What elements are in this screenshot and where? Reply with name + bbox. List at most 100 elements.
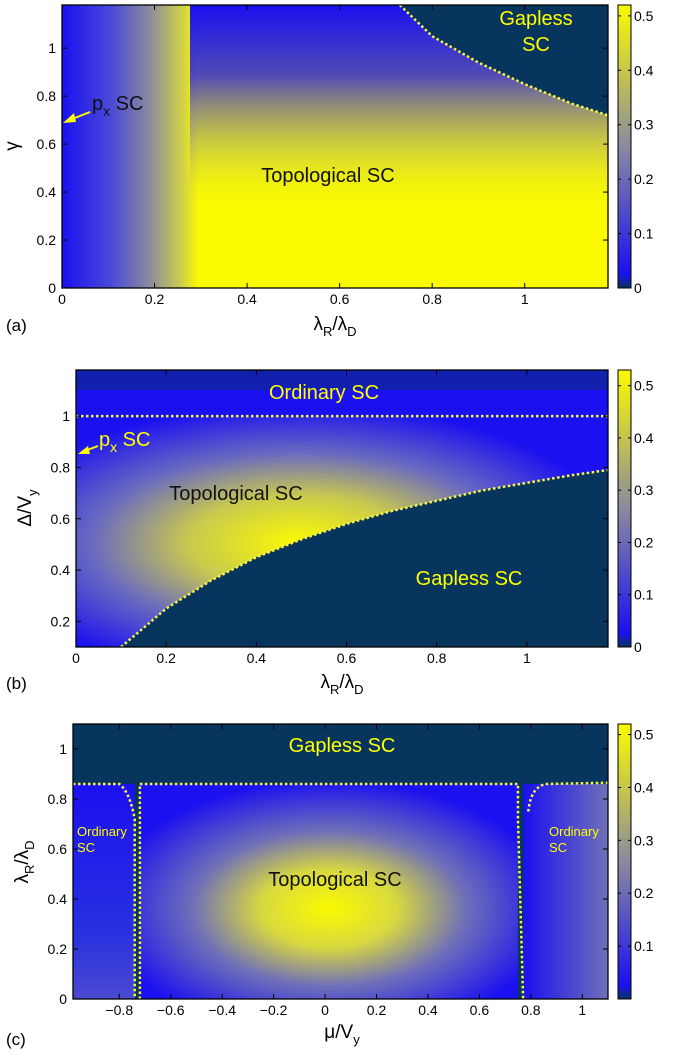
y-tick-label: 0.4 [37, 184, 57, 200]
y-tick-label: 1 [48, 40, 56, 56]
px-p: p [92, 93, 103, 115]
y-tick-label: 0.2 [51, 613, 71, 629]
colorbar-tick-label: 0 [634, 280, 642, 296]
colorbar-tick-label: 0.1 [634, 938, 654, 954]
y-tick-label: 0.6 [48, 841, 68, 857]
y-tick-label: 1 [62, 408, 70, 424]
colorbar-tick-label: 0.4 [634, 779, 654, 795]
colorbar-tick-label: 0.5 [634, 727, 654, 743]
panel-a-y-ticks: 0 0.2 0.4 0.6 0.8 1 [37, 40, 608, 296]
colorbar-tick-label: 0.3 [634, 117, 654, 133]
panel-c-colorbar [617, 723, 632, 1000]
colorbar-tick-label: 0.2 [634, 171, 654, 187]
x-tick-label: 0 [58, 291, 66, 307]
panel-b-colorbar-ticks: 0 0.1 0.2 0.3 0.4 0.5 [618, 378, 654, 655]
x-tick-label: 0.8 [427, 650, 447, 666]
panel-c-left-sc-label: SC [77, 840, 95, 855]
panel-a-phase-boundary [398, 4, 609, 117]
x-tick-label: 0 [72, 650, 80, 666]
panel-c-topological-region [139, 784, 518, 999]
x-tick-label: 1 [523, 650, 531, 666]
panel-c-gapless-label: Gapless SC [289, 735, 396, 757]
colorbar-tick-label: 0.3 [634, 832, 654, 848]
x-tick-label: 0.8 [521, 1002, 541, 1018]
x-tick-label: 0.4 [247, 650, 267, 666]
panel-b-topological-region [76, 416, 608, 647]
panel-b-label: (b) [6, 674, 27, 693]
x-tick-label: −0.2 [260, 1002, 288, 1018]
colorbar-tick-label: 0.4 [634, 62, 654, 78]
y-tick-label: 0.6 [37, 136, 57, 152]
colorbar-tick-label: 0 [634, 639, 642, 655]
panel-c-right-ordinary-label: Ordinary [549, 824, 599, 839]
px-rest: SC [110, 93, 143, 115]
x-tick-label: 0.6 [470, 1002, 490, 1018]
panel-c-heatmap [73, 724, 608, 999]
panel-c-left-ordinary-region [73, 784, 135, 999]
panel-a-colorbar [617, 4, 632, 289]
x-tick-label: 0.4 [237, 291, 257, 307]
panel-c-label: (c) [6, 1030, 26, 1049]
panel-a-gapless-region [399, 5, 608, 116]
x-tick-label: 0.6 [330, 291, 350, 307]
x-tick-label: −0.8 [105, 1002, 133, 1018]
panel-c: −0.8 −0.6 −0.4 −0.2 0 0.2 0.4 0.6 0.8 1 00.20.40.… [6, 723, 654, 1049]
x-tick-label: −0.6 [157, 1002, 185, 1018]
y-tick-label: 0.8 [37, 88, 57, 104]
panel-b-xlabel: λR/λD [320, 672, 363, 697]
panel-c-ylabel: λR/λD [12, 840, 37, 883]
panel-b-x-ticks: 0 0.2 0.4 0.6 0.8 1 [72, 370, 531, 666]
panel-a-px-label: px SC [92, 93, 143, 119]
svg-text:px SC: px SC [99, 429, 150, 455]
panel-a-frame [61, 4, 609, 289]
x-tick-label: 0.2 [145, 291, 165, 307]
panel-a-topological-label: Topological SC [261, 165, 394, 187]
panel-b-y-ticks: 0.2 0.4 0.6 0.8 1 [51, 408, 608, 629]
panel-c-y-ticks: 0 0.2 0.4 0.6 0.8 1 [48, 741, 608, 1007]
x-tick-label: 0.2 [367, 1002, 387, 1018]
panel-b-ordinary-label: Ordinary SC [269, 382, 379, 404]
colorbar-tick-label: 0.1 [634, 587, 654, 603]
panel-b-heatmap [76, 370, 608, 647]
panel-c-frame [72, 723, 609, 1000]
x-tick-label: 0.2 [156, 650, 176, 666]
x-tick-label: 1 [521, 291, 529, 307]
panel-a-x-ticks: 0 0.2 0.4 0.6 0.8 1 [58, 5, 529, 307]
px-sub: x [103, 103, 110, 119]
colorbar-tick-label: 0.3 [634, 482, 654, 498]
panel-b-boundary-bottom [120, 468, 609, 648]
panel-c-topological-label: Topological SC [268, 869, 401, 891]
panel-a-label: (a) [6, 316, 27, 335]
panel-c-left-ordinary-label: Ordinary [77, 824, 127, 839]
x-tick-label: 0.4 [418, 1002, 438, 1018]
panel-a-xlabel: λR/λD [313, 314, 356, 339]
panel-c-right-sc-label: SC [549, 840, 567, 855]
panel-b-arrow [78, 445, 99, 454]
panel-b-ylabel: Δ/Vy [15, 489, 40, 527]
y-tick-label: 0.4 [48, 891, 68, 907]
colorbar-tick-label: 0.2 [634, 885, 654, 901]
svg-text:px SC: px SC [92, 93, 143, 119]
y-tick-label: 0 [59, 991, 67, 1007]
panel-c-colorbar-ticks: 0.1 0.2 0.3 0.4 0.5 [618, 727, 654, 954]
colorbar-tick-label: 0.1 [634, 226, 654, 242]
panel-c-phase-boundary [73, 781, 609, 1000]
panel-b-gapless-region [121, 470, 608, 647]
y-tick-label: 1 [59, 741, 67, 757]
y-tick-label: 0.6 [51, 511, 71, 527]
x-tick-label: −0.4 [208, 1002, 236, 1018]
panel-b: 0 0.2 0.4 0.6 0.8 1 0.2 0.4 0.6 0.8 1 Ordinary SC… [6, 369, 654, 697]
y-tick-label: 0.2 [48, 941, 68, 957]
panel-a-ylabel: γ [2, 141, 23, 151]
panel-c-x-ticks: −0.8 −0.6 −0.4 −0.2 0 0.2 0.4 0.6 0.8 1 [105, 724, 586, 1018]
x-tick-label: 0 [321, 1002, 329, 1018]
panel-a-colorbar-ticks: 0 0.1 0.2 0.3 0.4 0.5 [618, 8, 654, 296]
panel-c-right-ordinary-region [523, 784, 608, 999]
panel-a-heatmap [62, 5, 608, 288]
colorbar-tick-label: 0.5 [634, 378, 654, 394]
panel-b-ordinary-region [76, 370, 608, 417]
panel-a: 0 0.2 0.4 0.6 0.8 1 0 0.2 0.4 0.6 0.8 1 Gapless SC… [2, 4, 654, 339]
x-tick-label: 0.8 [422, 291, 442, 307]
panel-b-px-label: px SC [99, 429, 150, 455]
